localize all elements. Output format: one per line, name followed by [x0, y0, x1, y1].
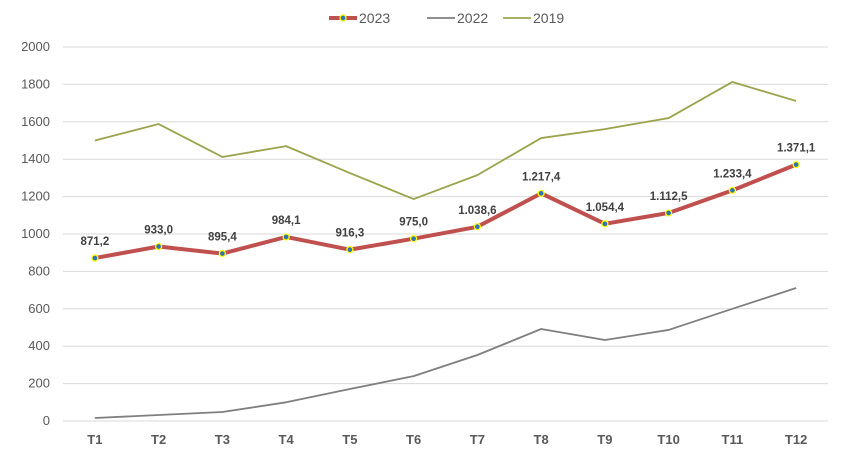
x-tick-label: T3 — [215, 432, 230, 447]
legend-marker — [339, 14, 347, 22]
series-line-2019 — [94, 81, 797, 200]
y-tick-label: 200 — [28, 376, 50, 391]
data-point-marker — [91, 254, 99, 262]
x-tick-label: T1 — [87, 432, 102, 447]
series-lines — [91, 81, 800, 419]
data-labels: 871,2 933,0 895,4 984,1 916,3 975,0 1.038,6 1.2… — [80, 143, 815, 248]
data-point-marker — [346, 246, 354, 254]
y-tick-label: 2000 — [21, 39, 50, 54]
data-point-marker — [282, 233, 290, 241]
data-point-marker — [154, 242, 163, 251]
data-label: 1.217,4 — [522, 171, 561, 183]
x-tick-label: T5 — [342, 432, 357, 447]
data-label: 1.371,1 — [777, 143, 816, 155]
x-tick-label: T9 — [597, 432, 612, 447]
x-tick-label: T6 — [406, 432, 421, 447]
data-label: 871,2 — [80, 236, 109, 248]
y-tick-label: 1400 — [21, 151, 50, 166]
y-tick-label: 1200 — [21, 189, 50, 204]
x-tick-label: T8 — [534, 432, 549, 447]
x-tick-label: T10 — [657, 432, 679, 447]
x-tick-label: T11 — [722, 432, 744, 447]
y-tick-label: 1800 — [21, 76, 50, 91]
data-label: 895,4 — [208, 232, 237, 244]
y-axis: 0 200 400 600 800 1000 1200 1400 1600 1800 2000 — [21, 39, 50, 428]
data-point-marker — [409, 235, 418, 243]
y-tick-label: 800 — [28, 263, 50, 278]
x-tick-label: T4 — [279, 432, 295, 447]
data-label: 1.112,5 — [650, 191, 688, 203]
x-axis: T1 T2 T3 T4 T5 T6 T7 T8 T9 T10 T11 T12 — [87, 432, 807, 447]
data-label: 1.233,4 — [713, 168, 752, 180]
legend: 2023 2022 2019 — [329, 10, 564, 26]
y-tick-label: 600 — [28, 301, 50, 316]
y-tick-label: 400 — [28, 338, 50, 353]
series-line-2023 — [94, 162, 797, 261]
data-point-marker — [601, 220, 609, 228]
data-label: 1.038,6 — [458, 205, 496, 217]
y-tick-label: 1600 — [21, 114, 50, 129]
x-tick-label: T2 — [151, 432, 166, 447]
data-label: 933,0 — [144, 225, 173, 237]
x-tick-label: T12 — [785, 432, 807, 447]
y-tick-label: 1000 — [21, 226, 50, 241]
legend-label-2023: 2023 — [359, 10, 390, 26]
data-label: 984,1 — [272, 215, 301, 227]
data-label: 1.054,4 — [586, 202, 625, 214]
data-point-marker — [218, 249, 227, 258]
legend-label-2022: 2022 — [457, 10, 488, 26]
data-point-marker — [537, 189, 545, 197]
y-tick-label: 0 — [43, 413, 50, 428]
legend-label-2019: 2019 — [533, 10, 564, 26]
x-tick-label: T7 — [470, 432, 485, 447]
data-point-marker — [728, 186, 737, 195]
data-label: 975,0 — [399, 217, 428, 229]
data-label: 916,3 — [335, 228, 364, 240]
data-point-marker — [792, 160, 800, 169]
series-line-2022 — [94, 287, 797, 419]
data-point-marker — [473, 223, 482, 231]
data-point-marker — [664, 209, 673, 217]
